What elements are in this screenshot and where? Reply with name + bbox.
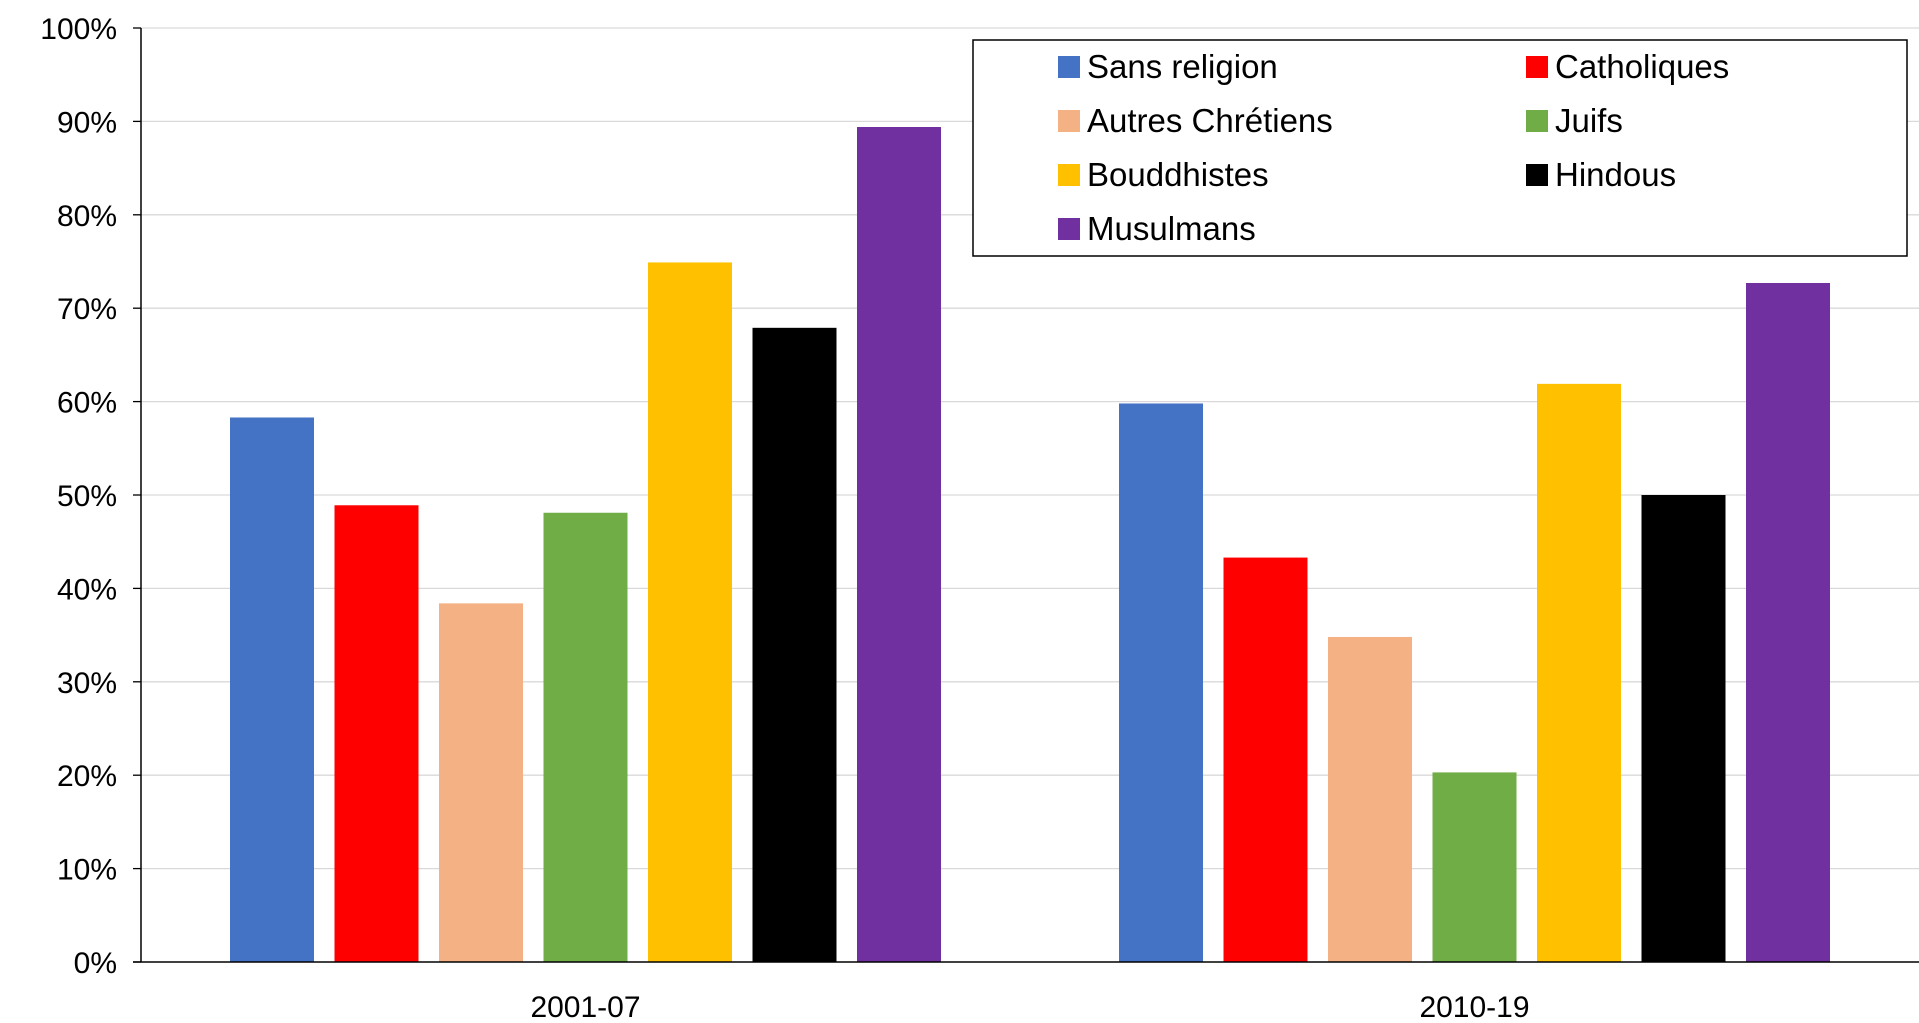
y-tick-label: 70% [57,293,117,326]
x-tick-label: 2001-07 [530,991,640,1023]
y-tick-label: 50% [57,480,117,513]
y-tick-label: 80% [57,200,117,233]
legend-label: Sans religion [1087,48,1278,85]
y-tick-label: 0% [74,947,117,980]
legend-swatch [1058,164,1080,186]
bar-1-1 [1223,557,1308,962]
legend-swatch [1058,218,1080,240]
legend-box [972,39,1908,257]
x-tick-label: 2010-19 [1419,991,1529,1023]
legend-swatch [1058,56,1080,78]
bar-6-1 [1746,282,1830,962]
legend-label: Musulmans [1087,210,1256,247]
bar-0-0 [230,417,314,962]
bar-2-0 [439,603,523,962]
legend-label: Autres Chrétiens [1087,102,1333,139]
bar-0-1 [1119,403,1203,962]
legend-swatch [1058,110,1080,132]
legend-label: Catholiques [1555,48,1729,85]
legend-swatch [1526,56,1548,78]
legend: Sans religion Catholiques Autres Chrétiens… [972,39,1908,257]
bar-1-0 [334,505,419,962]
y-tick-label: 100% [40,13,117,46]
y-tick-label: 10% [57,854,117,887]
bar-4-1 [1537,383,1621,962]
legend-label: Bouddhistes [1087,156,1269,193]
bars [230,127,1830,963]
bar-2-1 [1328,636,1412,962]
bar-4-0 [648,262,732,963]
x-axis-ticks: 2001-07 2010-19 [530,991,1529,1023]
y-axis-ticks: 0% 10% 20% 30% 40% 50% 60% 70% 80% 90% 100% [40,13,141,980]
y-tick-label: 90% [57,106,117,139]
bar-5-0 [752,327,837,963]
bar-6-0 [857,127,941,962]
y-tick-label: 30% [57,667,117,700]
y-tick-label: 60% [57,387,117,420]
bar-5-1 [1641,495,1726,962]
bar-3-0 [543,512,628,962]
legend-label: Juifs [1555,102,1623,139]
legend-swatch [1526,110,1548,132]
y-tick-label: 40% [57,573,117,606]
legend-swatch [1526,164,1548,186]
bar-3-1 [1432,772,1517,962]
legend-label: Hindous [1555,156,1676,193]
y-tick-label: 20% [57,760,117,793]
